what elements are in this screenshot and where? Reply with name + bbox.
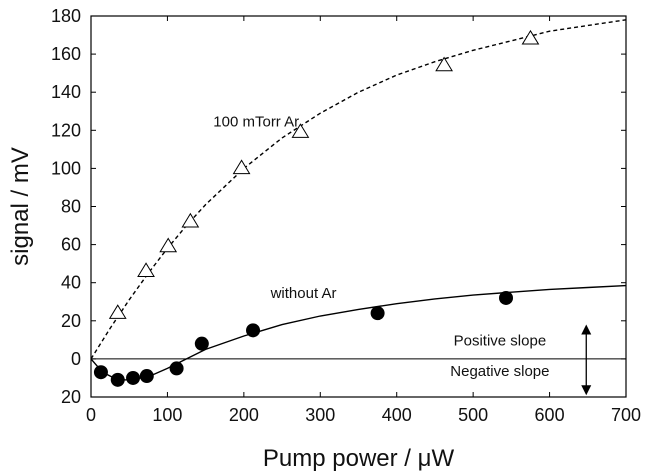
y-tick-label: 140 [51, 82, 81, 102]
y-tick-label: 160 [51, 44, 81, 64]
x-tick-label: 100 [152, 405, 182, 425]
x-tick-label: 500 [458, 405, 488, 425]
x-tick-label: 300 [305, 405, 335, 425]
y-tick-label: 20 [61, 311, 81, 331]
arrow-head-up [581, 324, 592, 335]
data-point-triangle [435, 56, 453, 72]
data-point-circle [246, 323, 261, 338]
data-point-triangle [108, 304, 127, 319]
annotation-label: 100 mTorr Ar [213, 113, 299, 130]
data-point-circle [499, 290, 514, 305]
series-1 [90, 19, 627, 360]
data-point-circle [139, 369, 154, 384]
x-tick-label: 700 [611, 405, 641, 425]
data-point-circle [370, 306, 385, 321]
y-tick-label: 180 [51, 6, 81, 26]
x-tick-label: 400 [382, 405, 412, 425]
data-point-triangle [159, 237, 178, 253]
series-2 [90, 284, 627, 387]
data-point-triangle [521, 29, 540, 45]
data-point-circle [169, 361, 184, 376]
data-point-circle [194, 336, 209, 351]
y-tick-label: 0 [71, 349, 81, 369]
y-tick-label: 100 [51, 158, 81, 178]
axis-ticks: 0 100 200 300 400 500 600 700180160140120100806… [51, 6, 641, 425]
data-point-triangle [291, 123, 310, 138]
plot-area [90, 19, 627, 387]
data-point-triangle [181, 212, 200, 228]
x-tick-label: 0 [86, 405, 96, 425]
y-axis-label: signal / mV [7, 147, 34, 266]
y-tick-label: 40 [61, 273, 81, 293]
y-tick-label: 80 [61, 197, 81, 217]
data-point-triangle [137, 262, 155, 277]
arrow-head-down [581, 385, 592, 396]
fit-line [90, 19, 627, 360]
annotations: 100 mTorr Ar without Ar Positive slope Nega… [213, 113, 592, 396]
y-tick-label: 60 [61, 235, 81, 255]
data-point-circle [110, 372, 125, 387]
y-tick-label: 20 [61, 387, 81, 407]
data-point-circle [126, 370, 141, 385]
data-point-circle [93, 365, 108, 380]
annotation-label: Positive slope [454, 333, 547, 350]
x-tick-label: 600 [535, 405, 565, 425]
annotation-label: without Ar [270, 285, 337, 302]
data-point-triangle [232, 159, 251, 175]
x-tick-label: 200 [229, 405, 259, 425]
y-tick-label: 120 [51, 120, 81, 140]
annotation-label: Negative slope [450, 363, 549, 380]
x-axis-label: Pump power / μW [263, 445, 455, 472]
